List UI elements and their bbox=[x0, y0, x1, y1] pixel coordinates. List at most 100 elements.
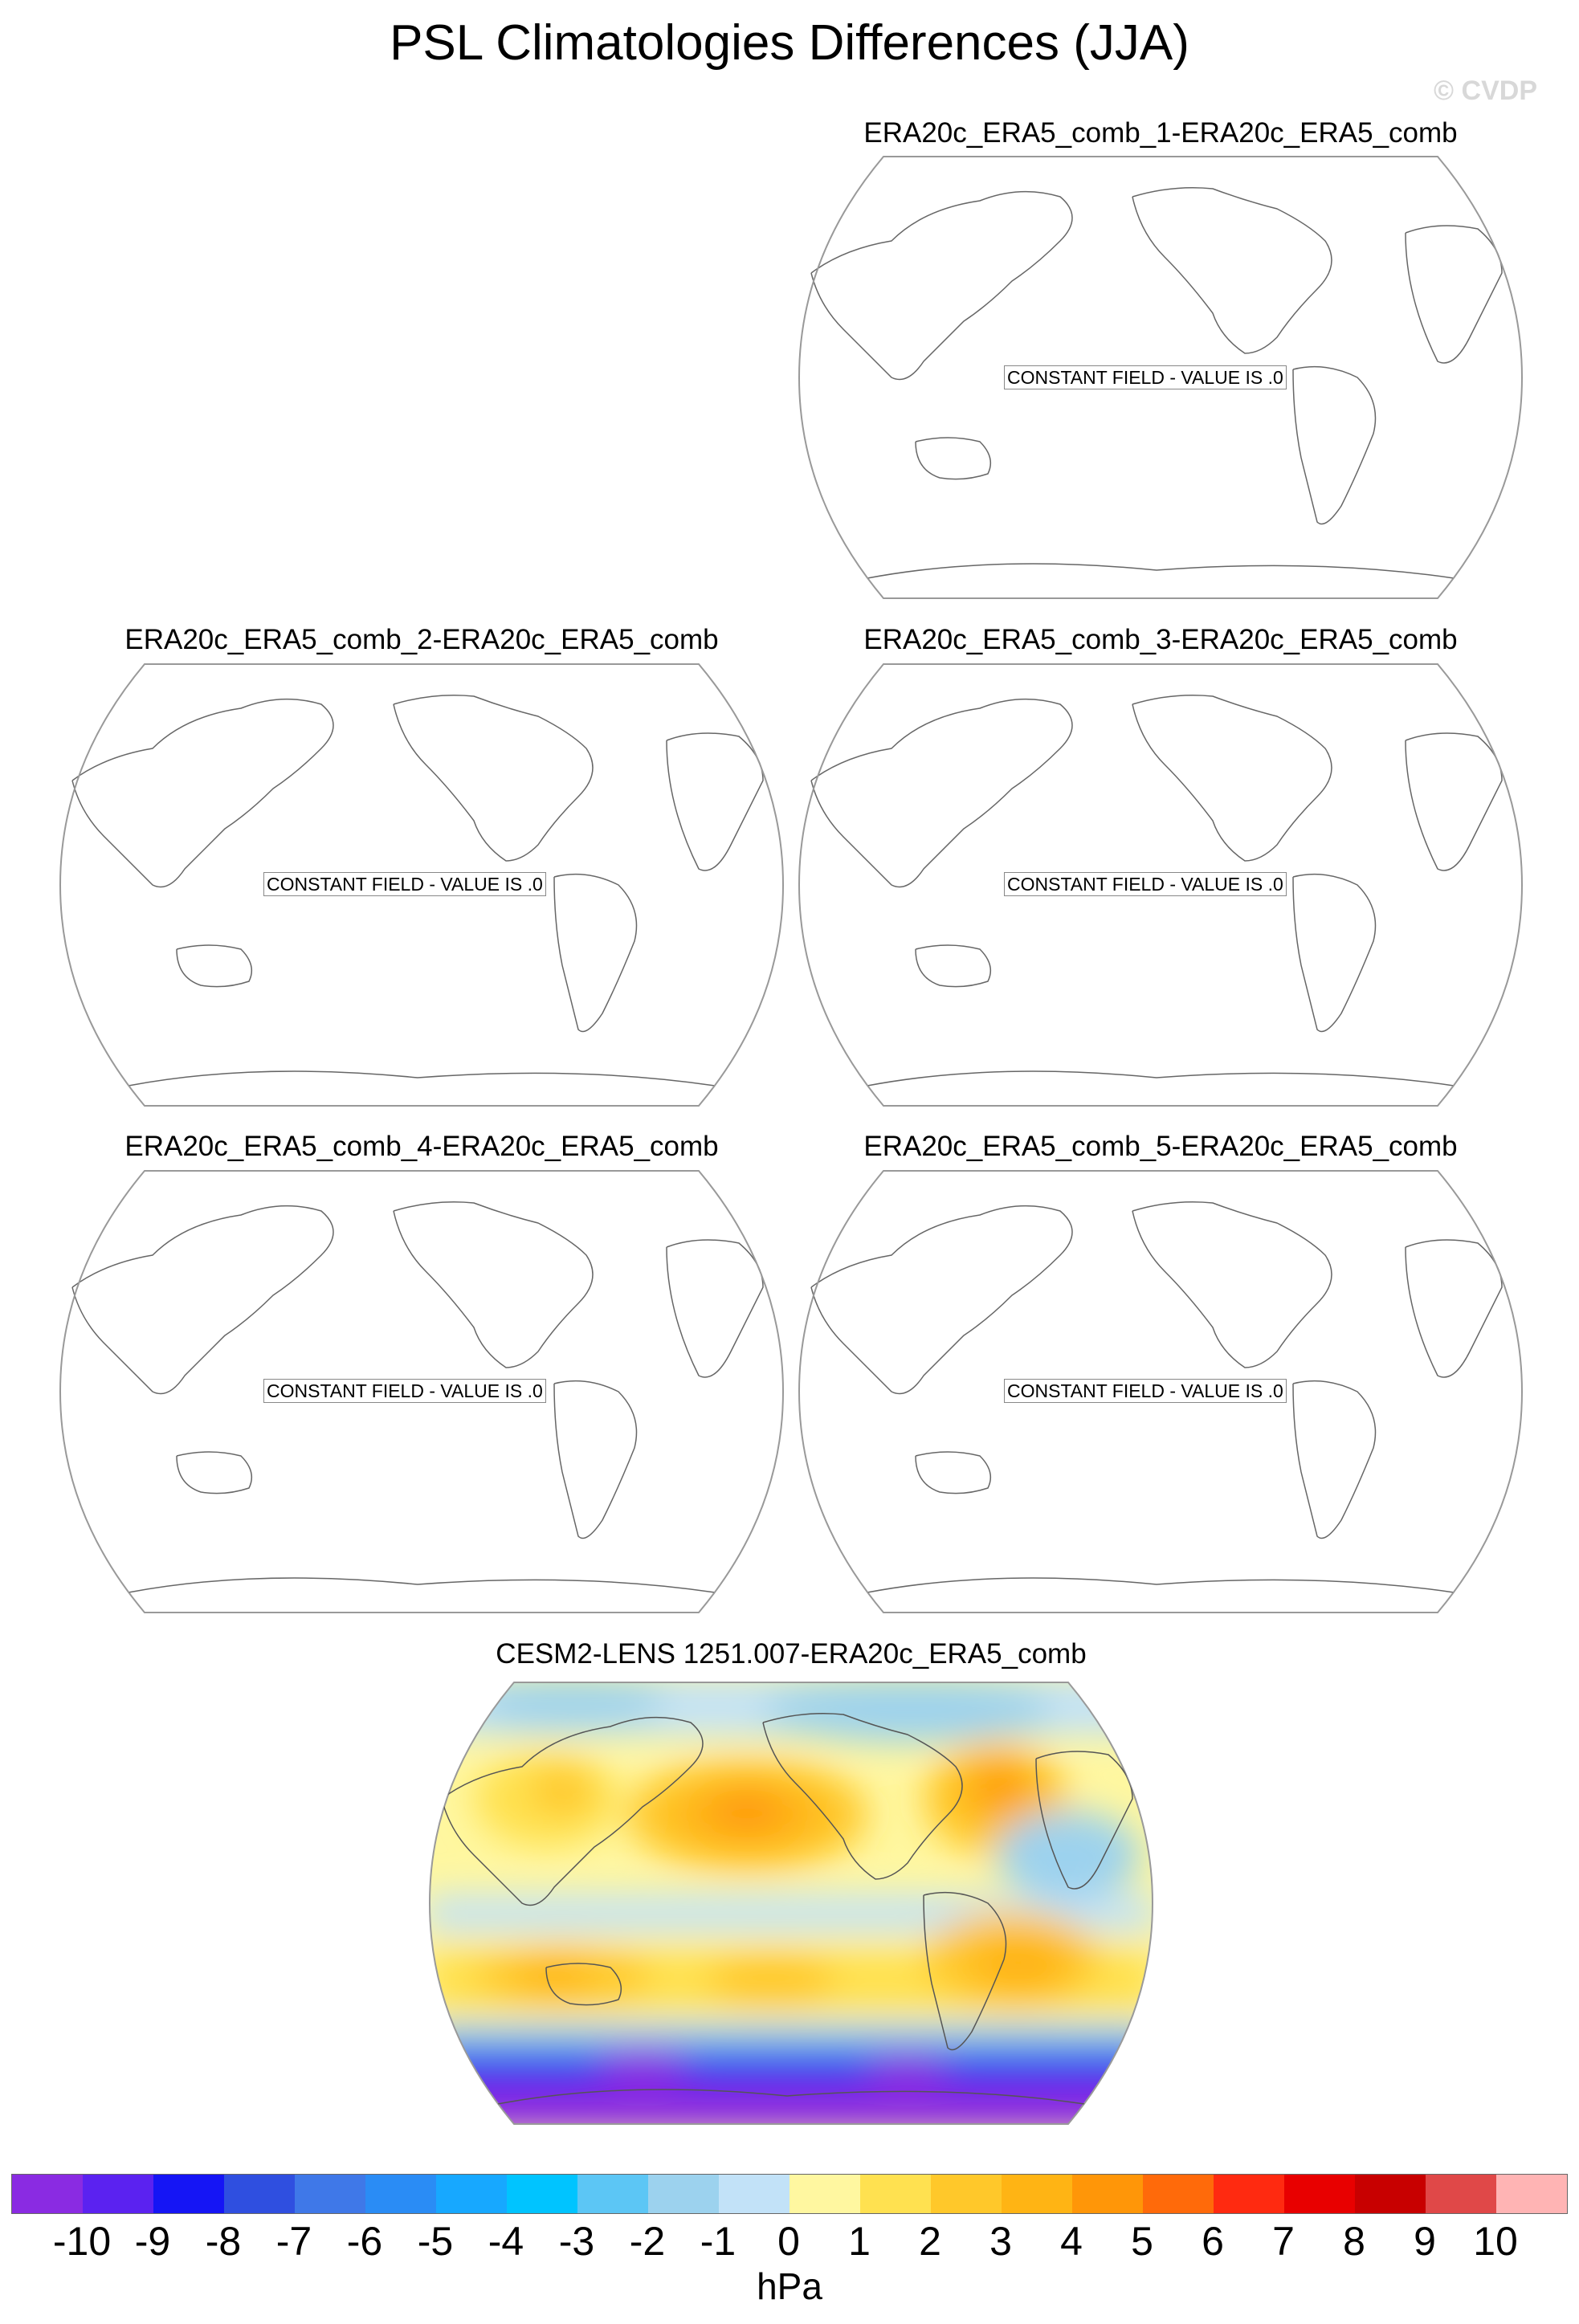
colorbar-cell bbox=[648, 2175, 719, 2213]
panel-title-6: CESM2-LENS 1251.007-ERA20c_ERA5_comb bbox=[496, 1638, 1087, 1670]
colorbar-tick-label: 2 bbox=[919, 2219, 941, 2264]
colorbar-tick-label: -5 bbox=[417, 2219, 454, 2264]
coastline bbox=[1292, 1380, 1377, 1539]
coastline bbox=[810, 698, 1073, 888]
copyright-watermark: © CVDP bbox=[1434, 75, 1537, 106]
constant-field-note-3: CONSTANT FIELD - VALUE IS .0 bbox=[1004, 872, 1287, 896]
map-panel-5 bbox=[798, 1170, 1524, 1613]
panel-title-1: ERA20c_ERA5_comb_1-ERA20c_ERA5_comb bbox=[863, 117, 1458, 149]
colorbar-cell bbox=[577, 2175, 648, 2213]
colorbar-cell bbox=[931, 2175, 1002, 2213]
coastline bbox=[497, 2089, 1085, 2105]
colorbar-tick-label: -8 bbox=[205, 2219, 242, 2264]
coastline bbox=[762, 1713, 963, 1880]
colorbar-tick-label: 1 bbox=[848, 2219, 871, 2264]
colorbar-cell bbox=[860, 2175, 931, 2213]
coastline bbox=[1292, 873, 1377, 1033]
coastline bbox=[915, 1451, 992, 1494]
map-border bbox=[59, 1170, 785, 1613]
constant-field-note-1: CONSTANT FIELD - VALUE IS .0 bbox=[1004, 365, 1287, 389]
coastline bbox=[666, 732, 764, 871]
coastline bbox=[176, 1451, 253, 1494]
coastline bbox=[915, 437, 992, 480]
colorbar bbox=[11, 2174, 1568, 2214]
map-panel-2 bbox=[59, 663, 785, 1107]
colorbar-tick-label: -3 bbox=[558, 2219, 595, 2264]
coastline bbox=[666, 1239, 764, 1378]
coastline bbox=[867, 1577, 1455, 1593]
colorbar-tick-label: -2 bbox=[629, 2219, 666, 2264]
colorbar-tick-label: -6 bbox=[346, 2219, 383, 2264]
coastline bbox=[1035, 1751, 1133, 1890]
colorbar-tick-label: -10 bbox=[52, 2219, 112, 2264]
colorbar-cell bbox=[12, 2175, 83, 2213]
coastline bbox=[553, 873, 638, 1033]
coastline bbox=[1405, 225, 1503, 364]
coastline bbox=[128, 1070, 716, 1087]
colorbar-tick-label: 4 bbox=[1060, 2219, 1083, 2264]
constant-field-note-2: CONSTANT FIELD - VALUE IS .0 bbox=[263, 872, 546, 896]
panel-title-5: ERA20c_ERA5_comb_5-ERA20c_ERA5_comb bbox=[863, 1131, 1458, 1162]
coastline bbox=[1132, 695, 1332, 862]
colorbar-cell bbox=[719, 2175, 790, 2213]
panel-title-2: ERA20c_ERA5_comb_2-ERA20c_ERA5_comb bbox=[124, 624, 719, 655]
colorbar-cell bbox=[507, 2175, 577, 2213]
coastline bbox=[128, 1577, 716, 1593]
map-border bbox=[798, 1170, 1524, 1613]
coastline bbox=[545, 1963, 622, 2006]
colorbar-tick-label: 5 bbox=[1131, 2219, 1153, 2264]
map-panel-1 bbox=[798, 156, 1524, 599]
colorbar-cell bbox=[83, 2175, 153, 2213]
coastline bbox=[1292, 365, 1377, 525]
colorbar-tick-label: -4 bbox=[488, 2219, 524, 2264]
colorbar-tick-label: -7 bbox=[275, 2219, 312, 2264]
constant-field-note-5: CONSTANT FIELD - VALUE IS .0 bbox=[1004, 1379, 1287, 1403]
colorbar-cell bbox=[1214, 2175, 1284, 2213]
colorbar-tick-label: 0 bbox=[777, 2219, 800, 2264]
coastline bbox=[71, 698, 334, 888]
map-border bbox=[59, 663, 785, 1107]
coastline bbox=[1132, 1201, 1332, 1368]
colorbar-cell bbox=[1002, 2175, 1072, 2213]
colorbar-tick-label: 9 bbox=[1414, 2219, 1436, 2264]
coastline bbox=[867, 1070, 1455, 1087]
colorbar-tick-label: -1 bbox=[700, 2219, 736, 2264]
colorbar-tick-label: -9 bbox=[134, 2219, 171, 2264]
map-panel-4 bbox=[59, 1170, 785, 1613]
colorbar-tick-label: 7 bbox=[1272, 2219, 1295, 2264]
coastline bbox=[867, 563, 1455, 579]
colorbar-cell bbox=[224, 2175, 295, 2213]
colorbar-tick-label: 3 bbox=[989, 2219, 1012, 2264]
colorbar-cell bbox=[1355, 2175, 1426, 2213]
coastline bbox=[923, 1891, 1007, 2051]
coastline bbox=[810, 190, 1073, 381]
colorbar-cell bbox=[1426, 2175, 1496, 2213]
colorbar-tick-label: 8 bbox=[1343, 2219, 1365, 2264]
colorbar-cell bbox=[1143, 2175, 1214, 2213]
colorbar-tick-label: 6 bbox=[1202, 2219, 1224, 2264]
coastline bbox=[441, 1716, 704, 1906]
colorbar-cell bbox=[365, 2175, 436, 2213]
page-title: PSL Climatologies Differences (JJA) bbox=[390, 15, 1189, 71]
colorbar-cell bbox=[1496, 2175, 1567, 2213]
coastline bbox=[393, 695, 594, 862]
colorbar-cell bbox=[1284, 2175, 1355, 2213]
colorbar-tick-label: 10 bbox=[1473, 2219, 1518, 2264]
panel-title-4: ERA20c_ERA5_comb_4-ERA20c_ERA5_comb bbox=[124, 1131, 719, 1162]
colorbar-cell bbox=[1072, 2175, 1143, 2213]
coastline bbox=[1405, 1239, 1503, 1378]
coastline bbox=[915, 944, 992, 988]
coastline bbox=[553, 1380, 638, 1539]
colorbar-cell bbox=[153, 2175, 224, 2213]
coastline bbox=[1132, 187, 1332, 354]
colorbar-units: hPa bbox=[757, 2265, 822, 2307]
colorbar-cell bbox=[790, 2175, 860, 2213]
map-panel-3 bbox=[798, 663, 1524, 1107]
coastline bbox=[71, 1205, 334, 1395]
coastline bbox=[393, 1201, 594, 1368]
panel-title-3: ERA20c_ERA5_comb_3-ERA20c_ERA5_comb bbox=[863, 624, 1458, 655]
map-border bbox=[798, 156, 1524, 599]
colorbar-cell bbox=[436, 2175, 507, 2213]
constant-field-note-4: CONSTANT FIELD - VALUE IS .0 bbox=[263, 1379, 546, 1403]
colorbar-cell bbox=[295, 2175, 365, 2213]
